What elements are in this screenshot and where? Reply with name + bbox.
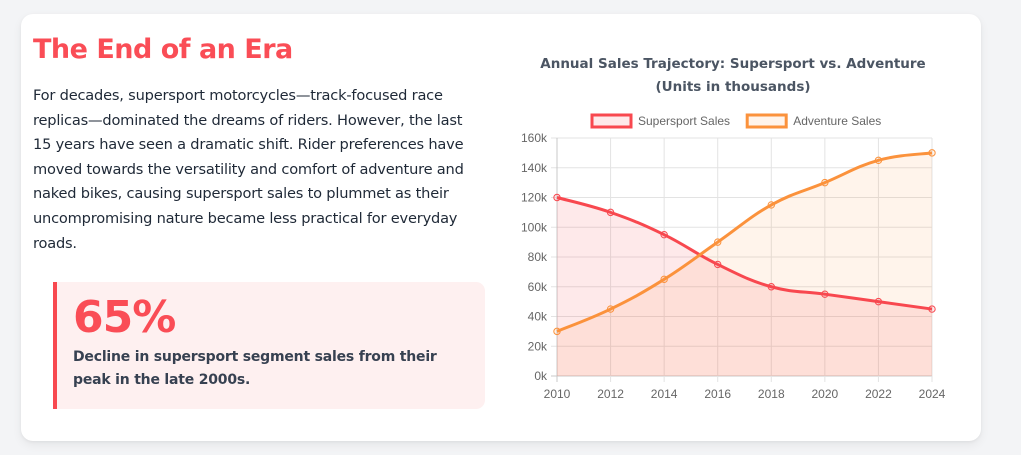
chart-title-line-1: Annual Sales Trajectory: Supersport vs. … bbox=[540, 56, 925, 72]
chart-lines bbox=[556, 151, 933, 333]
data-point-supersport-sales bbox=[874, 297, 883, 306]
stat-value: 65% bbox=[73, 292, 176, 343]
intro-section: The End of an Era For decades, superspor… bbox=[33, 30, 465, 256]
legend-swatch-adventure-sales bbox=[745, 113, 788, 129]
chart-points bbox=[553, 149, 936, 336]
stat-callout: 65% Decline in supersport segment sales … bbox=[53, 282, 485, 409]
data-point-adventure-sales bbox=[874, 156, 883, 165]
y-tick-label: 140k bbox=[521, 161, 548, 175]
x-tick-label: 2012 bbox=[597, 387, 624, 401]
x-tick-label: 2022 bbox=[865, 387, 892, 401]
data-point-adventure-sales bbox=[928, 149, 936, 157]
x-tick-label: 2014 bbox=[651, 387, 678, 401]
series-line-adventure-sales bbox=[556, 151, 933, 333]
intro-paragraph: For decades, supersport motorcycles—trac… bbox=[33, 87, 464, 252]
section-title: The End of an Era bbox=[33, 34, 293, 65]
x-tick-label: 2024 bbox=[919, 387, 946, 401]
y-tick-label: 20k bbox=[528, 339, 548, 353]
chart-title-line-2: (Units in thousands) bbox=[655, 79, 810, 95]
series-line-supersport-sales bbox=[556, 196, 933, 311]
data-point-supersport-sales bbox=[714, 260, 722, 269]
data-point-supersport-sales bbox=[660, 230, 668, 239]
y-tick-label: 160k bbox=[521, 131, 548, 145]
data-point-adventure-sales bbox=[660, 275, 668, 284]
legend-label-supersport-sales: Supersport Sales bbox=[638, 114, 730, 128]
data-point-supersport-sales bbox=[553, 193, 561, 202]
y-tick-label: 0k bbox=[534, 369, 548, 383]
series-area-supersport-sales bbox=[557, 197, 932, 376]
chart-areas bbox=[557, 152, 932, 376]
x-tick-label: 2018 bbox=[758, 387, 785, 401]
x-tick-label: 2016 bbox=[704, 387, 731, 401]
data-point-adventure-sales bbox=[606, 305, 615, 313]
stat-description: Decline in supersport segment sales from… bbox=[73, 349, 437, 388]
x-axis-ticks: 2010 2012 2014 2016 2018 2020 2022 2024 bbox=[544, 387, 946, 401]
data-point-adventure-sales bbox=[767, 201, 775, 209]
y-tick-label: 120k bbox=[521, 191, 548, 205]
data-point-supersport-sales bbox=[606, 208, 615, 217]
data-point-supersport-sales bbox=[821, 290, 829, 298]
data-point-supersport-sales bbox=[928, 305, 936, 313]
y-axis-ticks: 0k 20k 40k 60k 80k 100k 120k 140k 160k bbox=[521, 131, 548, 383]
legend-swatch-supersport-sales bbox=[590, 113, 633, 129]
data-point-adventure-sales bbox=[553, 327, 561, 336]
y-tick-label: 60k bbox=[528, 280, 548, 294]
x-tick-label: 2020 bbox=[812, 387, 839, 401]
data-point-adventure-sales bbox=[821, 178, 829, 187]
x-tick-label: 2010 bbox=[544, 387, 571, 401]
y-tick-label: 80k bbox=[528, 250, 548, 264]
data-point-supersport-sales bbox=[767, 283, 775, 291]
data-point-adventure-sales bbox=[714, 238, 722, 246]
legend-label-adventure-sales: Adventure Sales bbox=[793, 114, 881, 128]
y-tick-label: 40k bbox=[528, 310, 548, 324]
chart-legend: Supersport Sales Adventure Sales bbox=[590, 113, 881, 129]
chart-grid bbox=[551, 137, 933, 382]
series-area-adventure-sales bbox=[557, 152, 932, 376]
y-tick-label: 100k bbox=[521, 220, 548, 234]
